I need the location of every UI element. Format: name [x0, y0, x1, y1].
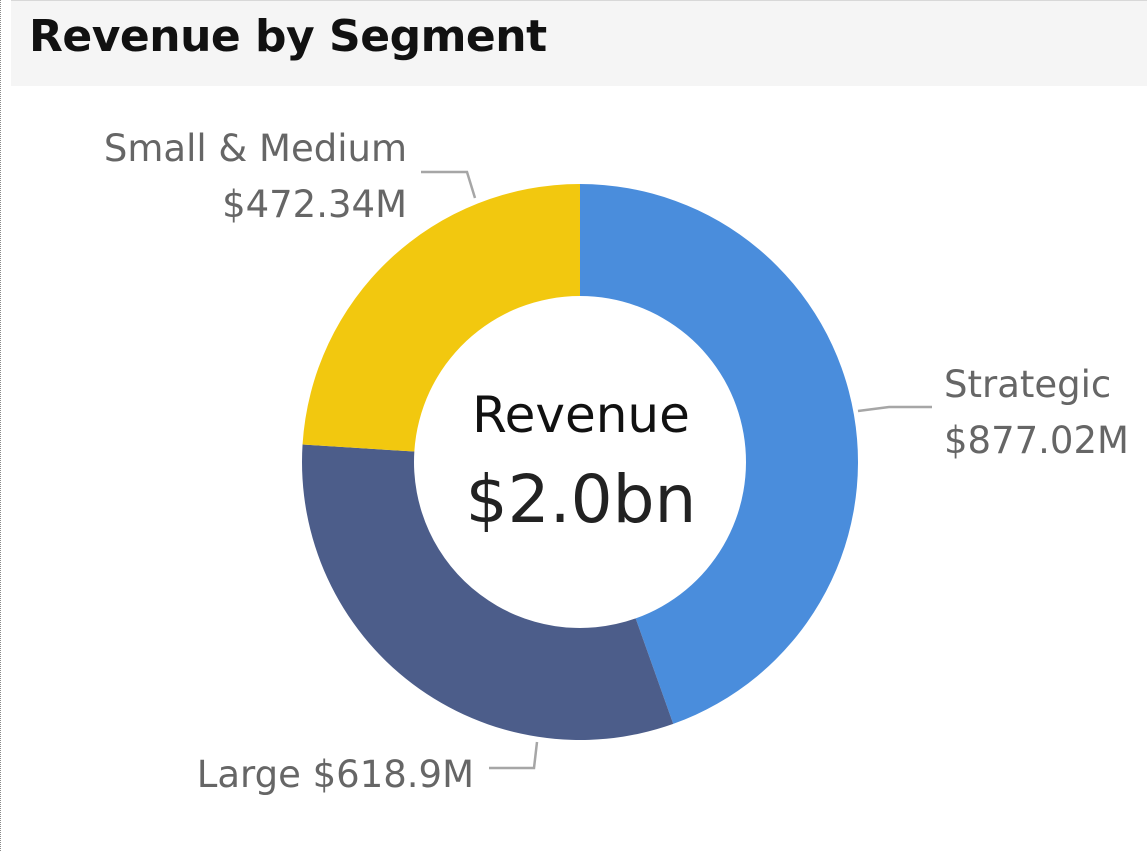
slice-large[interactable]	[302, 444, 674, 740]
label-large: Large $618.9M	[197, 753, 474, 796]
slice-small-medium[interactable]	[302, 184, 580, 452]
label-large-value: $618.9M	[313, 753, 474, 796]
leader-small-medium	[421, 170, 477, 199]
leader-strategic	[857, 405, 932, 413]
slice-strategic[interactable]	[580, 184, 859, 724]
label-strategic-name: Strategic	[944, 363, 1111, 406]
label-small-medium-value: $472.34M	[222, 183, 407, 226]
leader-large	[489, 741, 539, 770]
label-strategic-value: $877.02M	[944, 419, 1129, 462]
center-label: Revenue	[472, 386, 690, 444]
label-small-medium-name: Small & Medium	[104, 127, 407, 170]
center-value: $2.0bn	[466, 461, 697, 538]
label-large-name: Large	[197, 753, 301, 796]
chart-title: Revenue by Segment	[29, 11, 547, 62]
visual-header: Revenue by Segment	[11, 0, 1147, 86]
